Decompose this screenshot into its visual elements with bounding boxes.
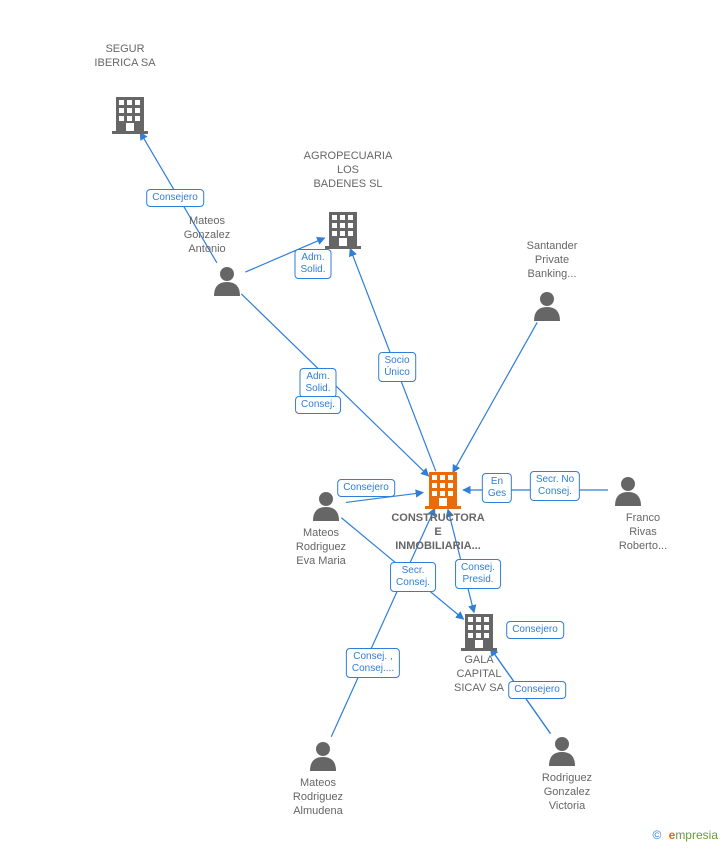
edge-label: En Ges [482,473,512,503]
company-node[interactable] [425,472,461,509]
edge-label: Socio Único [378,352,416,382]
person-node[interactable] [214,267,240,296]
edge-label: Adm. Solid. [294,249,331,279]
edge [453,322,537,472]
company-node[interactable] [112,97,148,134]
node-label: Rodriguez Gonzalez Victoria [522,772,612,813]
edge-label: Secr. Consej. [390,562,436,592]
edge-label: Secr. No Consej. [530,471,580,501]
node-label: Mateos Rodriguez Almudena [278,777,358,818]
edge-label: Consejero [337,479,395,497]
company-node[interactable] [461,614,497,651]
copyright-symbol: © [652,828,661,842]
person-node[interactable] [310,742,336,771]
node-label: SEGUR IBERICA SA [80,43,170,71]
edge-label: Consej. Presid. [455,559,501,589]
node-label: Santander Private Banking... [507,240,597,281]
edge-label: Consej. , Consej.... [346,648,400,678]
node-label: GALA CAPITAL SICAV SA [439,654,519,695]
node-label: AGROPECUARIA LOS BADENES SL [293,150,403,191]
person-node[interactable] [534,292,560,321]
edge-label: Consejero [508,681,566,699]
node-label: Mateos Rodriguez Eva Maria [281,527,361,568]
edge-label: Consejero [506,621,564,639]
edge-label: Adm. Solid. [299,368,336,398]
brand-rest: mpresia [675,828,718,842]
node-label: CONSTRUCTORA E INMOBILIARIA... [373,512,503,553]
company-node[interactable] [325,212,361,249]
node-label: Mateos Gonzalez Antonio [172,215,242,256]
person-node[interactable] [549,737,575,766]
person-node[interactable] [313,492,339,521]
person-node[interactable] [615,477,641,506]
footer-brand: © empresia [652,828,718,842]
edge-label: Consejero [146,189,204,207]
edge-label: Consej. [295,396,341,414]
node-label: Franco Rivas Roberto... [603,512,683,553]
